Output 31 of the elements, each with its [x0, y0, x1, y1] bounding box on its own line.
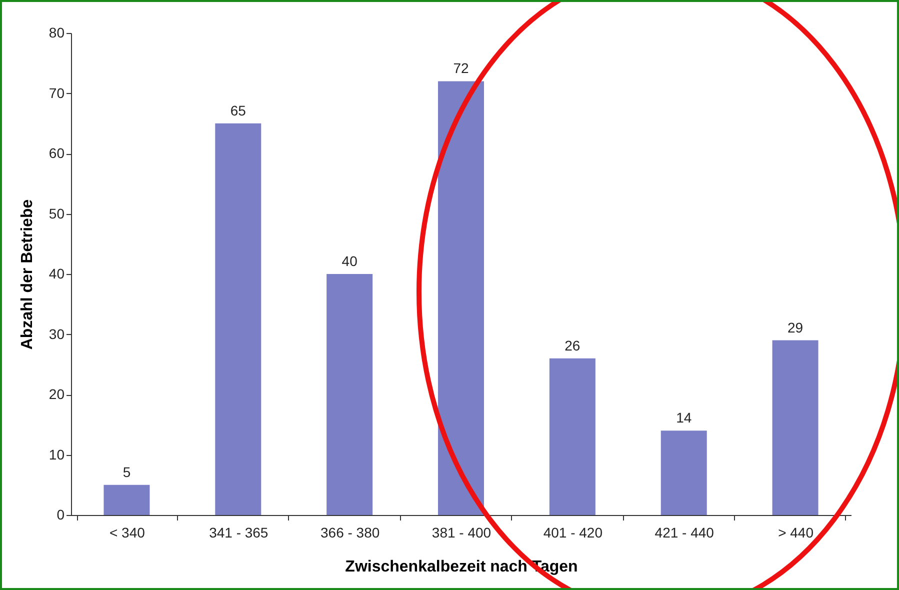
x-tick-label: 381 - 400 [432, 524, 492, 540]
y-tick-label: 60 [48, 145, 65, 161]
x-tick-label: 341 - 365 [209, 524, 268, 540]
y-tick-label: 80 [48, 24, 65, 40]
data-label: 14 [676, 410, 692, 426]
bar [326, 274, 373, 515]
y-tick-label: 70 [48, 84, 65, 101]
y-tick-label: 0 [56, 506, 65, 522]
y-tick-label: 10 [48, 446, 65, 462]
y-axis-title: Abzahl der Betriebe [18, 199, 36, 350]
data-label: 65 [230, 102, 246, 118]
y-tick-label: 30 [48, 326, 65, 342]
y-tick-label: 40 [48, 266, 65, 282]
data-label: 29 [787, 319, 804, 336]
y-tick-label: 50 [48, 205, 65, 222]
bar [549, 358, 596, 515]
x-tick-label: < 340 [109, 524, 146, 540]
data-label: 26 [564, 337, 580, 354]
x-tick-label: 421 - 440 [654, 524, 714, 540]
y-tick-label: 20 [48, 386, 65, 402]
data-label: 40 [342, 253, 358, 269]
data-label: 72 [453, 60, 469, 76]
bar [215, 123, 262, 515]
bar [438, 81, 484, 515]
bar [104, 484, 150, 515]
bar [660, 430, 707, 515]
x-tick-label: 401 - 420 [543, 524, 603, 540]
bar [772, 340, 818, 515]
x-tick-label: > 440 [778, 524, 814, 540]
x-tick-label: 366 - 380 [320, 524, 380, 540]
data-label: 5 [122, 464, 131, 480]
